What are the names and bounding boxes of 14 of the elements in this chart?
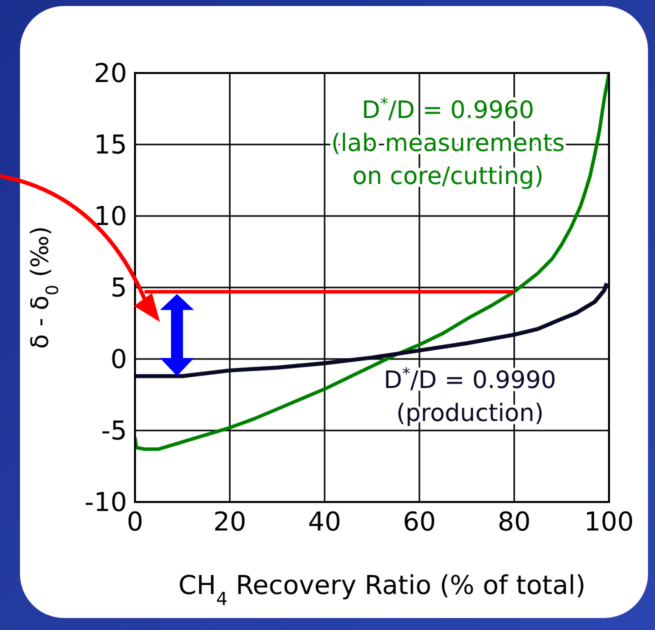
y-tick-label: 0 <box>110 345 127 376</box>
x-axis-title: CH$_{4}$ Recovery Ratio (% of total) <box>178 571 586 610</box>
y-tick-label: -10 <box>84 488 127 518</box>
y-tick-label: 10 <box>94 202 127 232</box>
x-tick-label: 40 <box>308 507 342 538</box>
line-series <box>135 73 609 451</box>
y-tick-label: 15 <box>94 130 127 161</box>
x-tick-label: 20 <box>213 507 246 538</box>
x-tick-label: 100 <box>584 507 634 538</box>
x-tick-label: 80 <box>498 507 531 538</box>
y-tick-label: 20 <box>94 59 127 90</box>
y-tick-label: 5 <box>110 274 127 304</box>
y-tick-label: -5 <box>101 416 127 447</box>
x-tick-label: 60 <box>402 507 436 538</box>
